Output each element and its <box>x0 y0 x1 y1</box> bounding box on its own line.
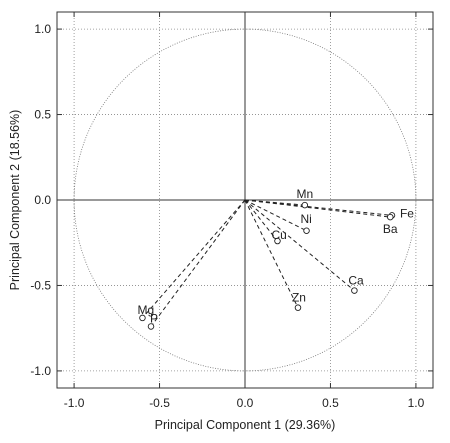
point-mn <box>301 201 309 209</box>
point-mg <box>139 314 146 322</box>
y-tick-labels: 1.0 0.5 0.0 -0.5 -1.0 <box>30 22 51 378</box>
loading-points <box>139 201 396 330</box>
point-label-ca: Ca <box>348 274 364 288</box>
x-tick-label: 1.0 <box>408 396 425 410</box>
y-tick-label: -1.0 <box>30 364 51 378</box>
x-tick-label: -0.5 <box>149 396 170 410</box>
x-tick-labels: -1.0 -0.5 0.0 0.5 1.0 <box>64 396 425 410</box>
x-tick-label: 0.0 <box>237 396 254 410</box>
y-tick-label: -0.5 <box>30 278 51 292</box>
vector-mg <box>142 199 246 319</box>
loading-vectors <box>142 199 393 327</box>
point-label-zn: Zn <box>292 291 306 305</box>
point-ni <box>303 227 310 235</box>
vector-cu <box>244 199 278 242</box>
point-p <box>147 323 155 330</box>
point-label-ni: Ni <box>301 212 312 226</box>
vector-ni <box>244 199 307 232</box>
x-tick-label: -1.0 <box>64 396 85 410</box>
point-label-p: P <box>150 311 158 325</box>
point-ba <box>387 213 394 221</box>
y-axis-label: Principal Component 2 (18.56%) <box>8 110 22 291</box>
point-zn <box>294 304 302 311</box>
point-label-mn: Mn <box>296 187 313 201</box>
vector-p <box>150 199 246 327</box>
y-tick-label: 0.5 <box>34 108 51 122</box>
unit-circle <box>73 28 417 372</box>
vector-zn <box>244 199 299 308</box>
x-tick-label: 0.5 <box>322 396 339 410</box>
tick-marks <box>57 12 433 388</box>
point-cu <box>274 237 281 245</box>
point-ca <box>351 287 358 294</box>
y-tick-label: 1.0 <box>34 22 51 36</box>
point-label-ba: Ba <box>383 222 398 236</box>
point-label-fe: Fe <box>400 206 414 220</box>
point-label-mg: Mg <box>137 303 154 317</box>
point-label-cu: Cu <box>271 228 286 242</box>
vector-ca <box>244 199 355 291</box>
y-tick-label: 0.0 <box>34 193 51 207</box>
x-axis-label: Principal Component 1 (29.36%) <box>155 418 336 432</box>
unit-circle-group <box>73 28 417 372</box>
vector-ba <box>244 199 391 218</box>
